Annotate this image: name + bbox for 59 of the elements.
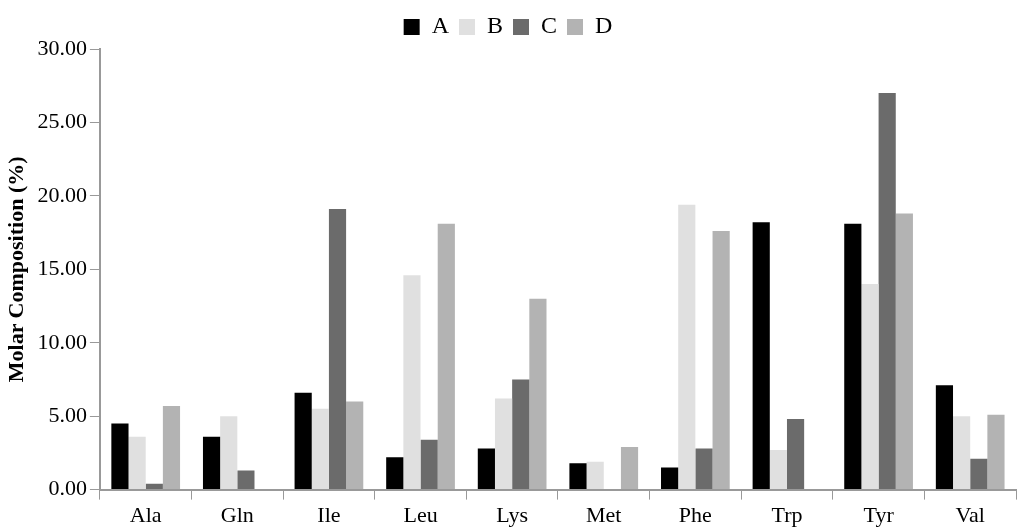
x-tick-label: Tyr xyxy=(863,501,895,527)
bar xyxy=(477,448,495,490)
y-tick-label: 5.00 xyxy=(48,401,87,427)
bar xyxy=(970,458,988,490)
bar xyxy=(294,392,312,490)
bar xyxy=(162,405,181,490)
y-tick-label: 25.00 xyxy=(37,108,87,134)
y-tick-label: 30.00 xyxy=(37,34,87,60)
y-tick-label: 0.00 xyxy=(48,475,87,501)
y-axis-title: Molar Composition (%) xyxy=(2,156,28,383)
bar xyxy=(861,283,879,490)
bar xyxy=(769,449,787,490)
bar xyxy=(145,483,163,490)
y-tick-label: 10.00 xyxy=(37,328,87,354)
x-tick-label: Val xyxy=(955,501,985,527)
bar xyxy=(111,423,129,490)
bar xyxy=(403,275,421,490)
bar xyxy=(695,448,713,490)
bar xyxy=(202,436,221,490)
bar xyxy=(678,204,696,490)
bar xyxy=(895,213,913,490)
x-tick-label: Met xyxy=(586,501,622,527)
bar xyxy=(512,379,530,490)
bar xyxy=(752,222,770,490)
legend-label: C xyxy=(541,12,558,39)
x-tick-label: Gln xyxy=(220,501,254,527)
bar xyxy=(311,408,329,490)
x-tick-label: Leu xyxy=(403,501,438,527)
x-tick-label: Trp xyxy=(771,501,803,527)
bar xyxy=(935,385,954,490)
legend-label: A xyxy=(431,12,450,39)
bar xyxy=(437,223,455,490)
bar xyxy=(494,398,513,490)
y-tick-label: 20.00 xyxy=(37,181,87,207)
bar xyxy=(569,463,587,490)
bar xyxy=(987,414,1005,490)
bar xyxy=(661,467,679,490)
bar xyxy=(953,416,971,490)
legend-label: D xyxy=(595,12,613,39)
bar xyxy=(712,231,730,490)
bar xyxy=(586,461,604,490)
bar xyxy=(220,416,238,490)
bar xyxy=(346,401,364,490)
bar xyxy=(620,447,639,490)
bar xyxy=(786,419,805,490)
bar xyxy=(328,209,347,490)
bar xyxy=(878,93,896,490)
bar xyxy=(844,223,862,490)
x-tick-label: Ala xyxy=(129,501,162,527)
legend-label: B xyxy=(486,12,504,39)
bar xyxy=(529,298,547,490)
y-tick-label: 15.00 xyxy=(37,255,87,281)
x-tick-label: Phe xyxy=(678,501,712,527)
bar xyxy=(237,470,255,490)
bar xyxy=(420,439,438,490)
bar xyxy=(386,457,404,490)
x-tick-label: Ile xyxy=(317,501,341,527)
bar xyxy=(128,436,146,490)
x-tick-label: Lys xyxy=(496,501,529,527)
